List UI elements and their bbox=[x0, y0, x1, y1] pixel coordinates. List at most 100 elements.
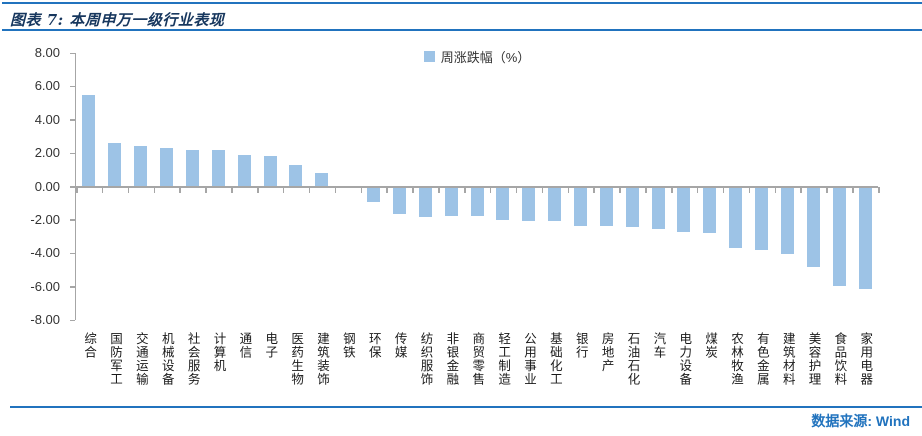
category-axis-tick bbox=[774, 186, 777, 193]
category-axis-tick bbox=[800, 186, 802, 193]
x-category-label-text: 交通运输 bbox=[133, 332, 148, 386]
footer-rule bbox=[10, 406, 922, 408]
x-category-label: 电子 bbox=[257, 332, 283, 359]
x-category-label: 公用事业 bbox=[516, 332, 542, 386]
category-axis-tick bbox=[308, 186, 311, 193]
x-category-label-text: 建筑材料 bbox=[780, 332, 795, 386]
x-category-label: 汽车 bbox=[645, 332, 671, 359]
category-axis-tick bbox=[593, 186, 595, 193]
y-axis-tick bbox=[69, 319, 75, 321]
chart-legend: 周涨跌幅（%） bbox=[76, 47, 878, 66]
x-category-label-text: 美容护理 bbox=[806, 332, 821, 386]
x-category-label-text: 机械设备 bbox=[159, 332, 174, 386]
x-category-label-text: 石油石化 bbox=[625, 332, 640, 386]
chart-bar bbox=[160, 148, 174, 187]
y-axis-tick bbox=[69, 152, 75, 155]
y-axis-tick bbox=[69, 186, 75, 188]
category-axis-tick bbox=[567, 186, 570, 193]
chart-bar bbox=[573, 187, 587, 226]
x-category-label-text: 电力设备 bbox=[677, 332, 692, 386]
category-axis-tick bbox=[231, 186, 233, 193]
chart-bar bbox=[185, 149, 199, 187]
chart-bar bbox=[729, 187, 743, 249]
header-rule-bottom bbox=[2, 29, 922, 31]
x-category-label-text: 电子 bbox=[263, 332, 278, 359]
y-tick-label: -4.00 bbox=[30, 245, 60, 261]
x-category-label: 食品饮料 bbox=[826, 332, 852, 386]
x-category-label-text: 农林牧渔 bbox=[728, 332, 743, 386]
x-category-label-text: 公用事业 bbox=[521, 332, 536, 386]
category-axis-tick bbox=[127, 186, 130, 193]
y-tick-label: 4.00 bbox=[34, 111, 60, 127]
category-axis-line bbox=[76, 185, 878, 188]
y-axis-tick bbox=[69, 119, 75, 121]
category-axis-tick bbox=[852, 186, 854, 193]
category-axis-tick bbox=[826, 186, 828, 193]
x-category-label: 农林牧渔 bbox=[723, 332, 749, 386]
x-category-label: 非银金融 bbox=[438, 332, 464, 386]
x-category-label: 建筑材料 bbox=[775, 332, 801, 386]
y-tick-label: -2.00 bbox=[30, 211, 60, 227]
x-category-label: 轻工制造 bbox=[490, 332, 516, 386]
y-tick-label: -6.00 bbox=[30, 278, 60, 294]
category-axis-tick bbox=[645, 186, 647, 193]
x-category-label: 国防军工 bbox=[102, 332, 128, 386]
x-category-label: 社会服务 bbox=[179, 332, 205, 386]
chart-bar bbox=[651, 187, 665, 230]
category-axis-tick bbox=[179, 186, 181, 193]
chart-bar bbox=[548, 187, 562, 221]
x-category-label: 纺织服饰 bbox=[412, 332, 438, 386]
y-axis-tick bbox=[69, 252, 75, 255]
chart-bar bbox=[496, 187, 510, 220]
x-category-label: 煤炭 bbox=[697, 332, 723, 359]
chart-bar bbox=[289, 164, 303, 187]
category-axis-tick bbox=[101, 186, 104, 193]
chart-bar bbox=[755, 187, 769, 250]
x-category-label: 综合 bbox=[76, 332, 102, 359]
x-category-label-text: 商贸零售 bbox=[470, 332, 485, 386]
y-tick-label: -8.00 bbox=[30, 312, 60, 327]
category-axis-tick bbox=[76, 186, 78, 193]
category-axis-tick bbox=[696, 186, 699, 193]
x-category-label: 电力设备 bbox=[671, 332, 697, 386]
x-category-label: 基础化工 bbox=[542, 332, 568, 386]
x-category-label-text: 钢铁 bbox=[340, 332, 355, 359]
category-axis-tick bbox=[722, 186, 725, 193]
chart-bar bbox=[625, 187, 639, 227]
chart-bar bbox=[211, 150, 225, 187]
y-axis-tick bbox=[69, 219, 75, 221]
x-category-label-text: 汽车 bbox=[651, 332, 666, 359]
x-category-label-text: 有色金属 bbox=[754, 332, 769, 386]
x-category-label: 环保 bbox=[361, 332, 387, 359]
y-tick-label: 0.00 bbox=[34, 178, 60, 194]
x-category-label-text: 社会服务 bbox=[185, 332, 200, 386]
category-axis-tick bbox=[386, 186, 388, 193]
chart-bar bbox=[418, 187, 432, 217]
category-axis-tick bbox=[257, 186, 259, 193]
category-axis-tick bbox=[541, 186, 544, 193]
x-category-label: 医药生物 bbox=[283, 332, 309, 386]
x-category-label-text: 轻工制造 bbox=[496, 332, 511, 386]
y-axis-tick bbox=[69, 52, 75, 54]
category-axis-tick bbox=[282, 186, 285, 193]
y-tick-label: 6.00 bbox=[34, 78, 60, 94]
x-category-label: 石油石化 bbox=[619, 332, 645, 386]
chart-bar bbox=[367, 187, 381, 202]
y-tick-label: 2.00 bbox=[34, 145, 60, 161]
chart-bar bbox=[315, 173, 329, 187]
category-axis-tick bbox=[438, 186, 440, 193]
x-category-label: 美容护理 bbox=[800, 332, 826, 386]
chart-bar bbox=[806, 187, 820, 267]
category-axis-tick bbox=[360, 186, 363, 193]
category-axis-tick bbox=[412, 186, 414, 193]
chart-bar bbox=[780, 187, 794, 255]
chart-bar bbox=[82, 95, 96, 187]
chart-bar bbox=[263, 156, 277, 187]
x-category-label-text: 国防军工 bbox=[108, 332, 123, 386]
category-axis-tick bbox=[464, 186, 466, 193]
x-category-label: 传媒 bbox=[386, 332, 412, 359]
x-category-label: 有色金属 bbox=[749, 332, 775, 386]
x-category-label-text: 医药生物 bbox=[289, 332, 304, 386]
y-axis-tick bbox=[69, 85, 75, 88]
